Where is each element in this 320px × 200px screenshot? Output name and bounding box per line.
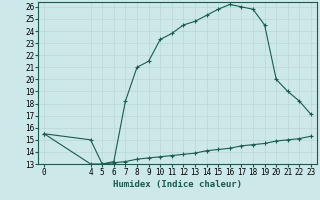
X-axis label: Humidex (Indice chaleur): Humidex (Indice chaleur)	[113, 180, 242, 189]
